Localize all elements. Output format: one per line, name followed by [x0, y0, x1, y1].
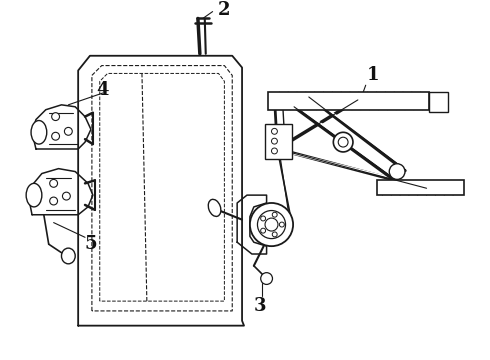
Circle shape: [261, 228, 266, 233]
Circle shape: [389, 164, 405, 179]
Circle shape: [333, 132, 353, 152]
Circle shape: [271, 138, 277, 144]
Circle shape: [51, 113, 59, 121]
Text: 3: 3: [253, 297, 266, 315]
Bar: [265, 125, 292, 159]
Circle shape: [62, 192, 70, 200]
Circle shape: [51, 132, 59, 140]
Ellipse shape: [31, 121, 47, 144]
Bar: [268, 92, 429, 110]
Circle shape: [257, 211, 286, 239]
Circle shape: [271, 148, 277, 154]
Circle shape: [265, 218, 278, 231]
Circle shape: [279, 222, 284, 227]
Ellipse shape: [61, 248, 75, 264]
Circle shape: [271, 129, 277, 134]
Circle shape: [272, 212, 277, 217]
Circle shape: [250, 203, 293, 246]
Text: 2: 2: [218, 1, 231, 19]
Circle shape: [272, 232, 277, 237]
Circle shape: [64, 127, 72, 135]
Ellipse shape: [208, 199, 221, 216]
Circle shape: [261, 216, 266, 221]
Circle shape: [49, 179, 57, 187]
Circle shape: [338, 137, 348, 147]
Ellipse shape: [26, 183, 42, 207]
Bar: [429, 92, 448, 112]
Text: 4: 4: [97, 81, 109, 99]
Bar: [377, 180, 464, 195]
Circle shape: [49, 197, 57, 205]
Text: 5: 5: [85, 235, 97, 253]
Text: 1: 1: [367, 66, 379, 84]
Circle shape: [261, 273, 272, 284]
